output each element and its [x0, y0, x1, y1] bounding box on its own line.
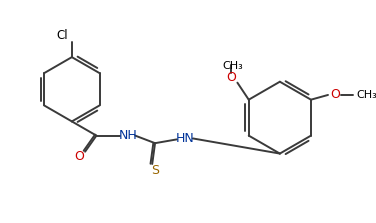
- Text: O: O: [331, 89, 341, 101]
- Text: NH: NH: [119, 129, 138, 142]
- Text: CH₃: CH₃: [356, 90, 376, 100]
- Text: O: O: [74, 150, 84, 163]
- Text: CH₃: CH₃: [222, 61, 243, 71]
- Text: O: O: [226, 71, 236, 85]
- Text: Cl: Cl: [56, 29, 68, 42]
- Text: S: S: [151, 164, 159, 177]
- Text: HN: HN: [176, 132, 195, 145]
